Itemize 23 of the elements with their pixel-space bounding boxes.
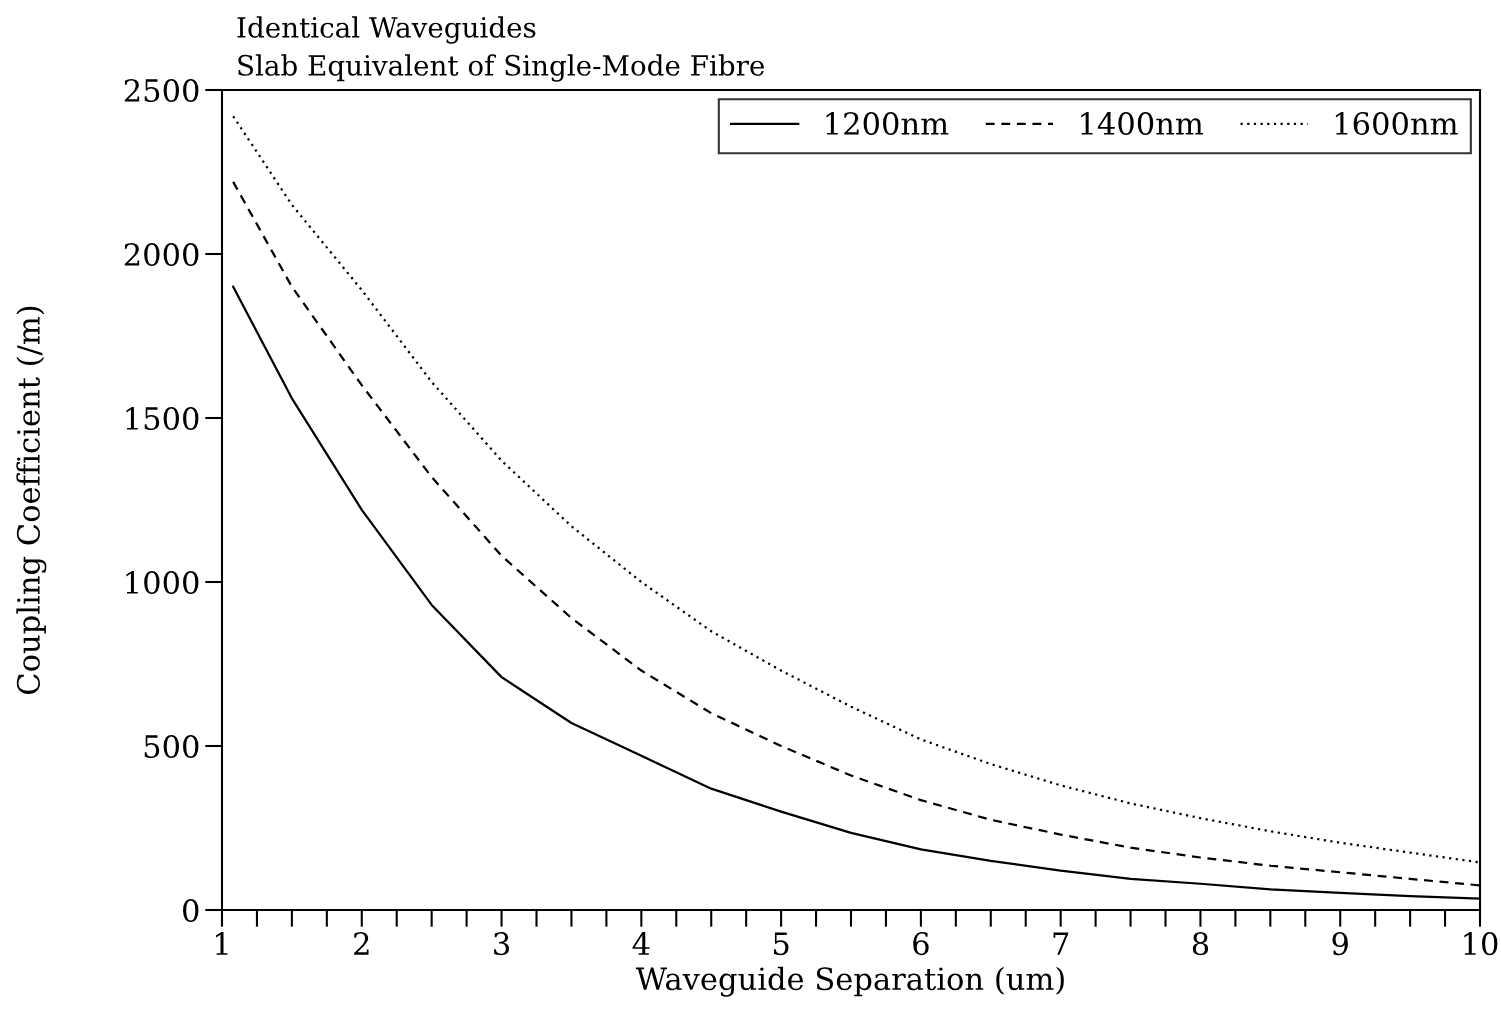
- x-tick-label: 1: [216, 932, 228, 955]
- legend-label: 1400nm: [1081, 111, 1204, 136]
- y-tick-label: 500: [144, 734, 199, 759]
- y-tick-label: 1500: [126, 406, 199, 431]
- legend-label: 1600nm: [1335, 111, 1458, 136]
- x-tick-label: 9: [1332, 932, 1348, 956]
- legend-label: 1200nm: [826, 111, 949, 136]
- chart-title: Identical Waveguides: [237, 16, 536, 44]
- x-tick-label: 2: [354, 932, 369, 955]
- x-tick-label: 8: [1192, 932, 1209, 956]
- x-tick-label: 7: [1053, 932, 1069, 955]
- x-axis-title: Waveguide Separation (um): [635, 966, 1064, 997]
- y-tick-label: 2000: [124, 242, 199, 267]
- y-tick-label: 0: [183, 898, 199, 923]
- y-tick-label: 2500: [124, 78, 199, 103]
- x-tick-label: 4: [632, 932, 650, 955]
- x-tick-label: 5: [773, 932, 789, 956]
- x-tick-label: 6: [913, 932, 929, 956]
- x-tick-label: 3: [494, 932, 510, 956]
- x-tick-label: 10: [1464, 932, 1498, 956]
- y-tick-label: 1000: [126, 570, 199, 595]
- chart-subtitle: Slab Equivalent of Single-Mode Fibre: [238, 54, 764, 82]
- y-axis-title: Coupling Coefficient (/m): [16, 306, 47, 695]
